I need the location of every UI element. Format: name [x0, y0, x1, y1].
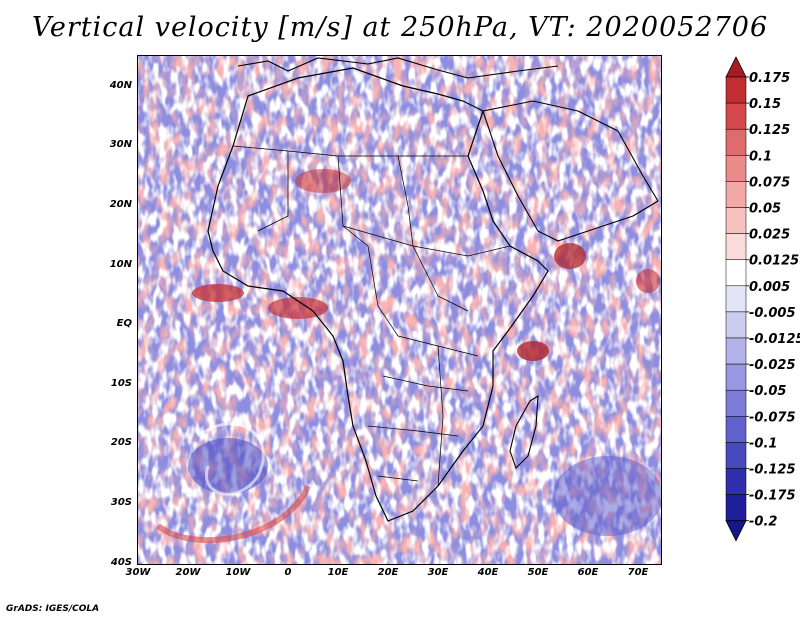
downdraft-swirl — [188, 438, 268, 494]
lat-label-20n: 20N — [109, 199, 132, 210]
colorbar-label: 0.05 — [749, 202, 781, 217]
lon-label-70e: 70E — [627, 567, 649, 578]
updraft-patch — [636, 269, 660, 293]
colorbar-label: 0.1 — [749, 149, 772, 164]
colorbar-swatch — [725, 181, 747, 208]
colorbar-label: 0.15 — [749, 97, 781, 112]
grads-credit: GrADS: IGES/COLA — [6, 604, 100, 614]
lon-label-30e: 30E — [427, 567, 449, 578]
colorbar-swatch — [725, 76, 747, 104]
colorbar-swatch — [725, 442, 747, 469]
lat-label-40n: 40N — [109, 80, 132, 91]
velocity-map — [137, 55, 662, 565]
updraft-patch — [268, 297, 328, 319]
colorbar-label: -0.125 — [749, 463, 796, 478]
colorbar-label: -0.025 — [749, 358, 796, 373]
colorbar-swatch — [725, 468, 747, 495]
colorbar-swatch — [725, 155, 747, 182]
lon-label-30w: 30W — [125, 567, 151, 578]
colorbar-swatch — [725, 102, 747, 130]
colorbar-swatch — [725, 389, 747, 417]
lon-label-10w: 10W — [225, 567, 251, 578]
updraft-band — [156, 484, 311, 544]
lat-label-20s: 20S — [110, 437, 132, 448]
colorbar-bottom-arrow — [725, 520, 747, 542]
lat-label-10n: 10N — [109, 259, 132, 270]
europe-coastline — [237, 57, 559, 79]
lon-label-20e: 20E — [377, 567, 399, 578]
colorbar-swatch — [725, 311, 747, 339]
colorbar-swatch — [725, 259, 747, 287]
colorbar-label: -0.0125 — [749, 332, 800, 347]
downdraft-swirl — [553, 456, 661, 536]
colorbar-label: 0.175 — [749, 71, 790, 86]
vortex-outline — [197, 422, 265, 496]
lat-label-30n: 30N — [109, 139, 132, 150]
madagascar-coastline — [509, 394, 539, 470]
lat-label-40s: 40S — [110, 557, 132, 568]
colorbar-label: -0.2 — [749, 515, 777, 530]
colorbar-label: 0.0125 — [749, 254, 799, 269]
lat-label-10s: 10S — [110, 378, 132, 389]
lon-label-50e: 50E — [527, 567, 549, 578]
colorbar-swatch — [725, 285, 747, 313]
lat-label-30s: 30S — [110, 497, 132, 508]
colorbar-label: 0.005 — [749, 280, 790, 295]
map-canvas — [138, 56, 661, 564]
colorbar-label: 0.075 — [749, 175, 790, 190]
colorbar-label: -0.005 — [749, 306, 796, 321]
colorbar-swatch — [725, 207, 747, 234]
colorbar-swatch — [725, 416, 747, 443]
country-borders — [232, 145, 511, 487]
map-title: Vertical velocity [m/s] at 250hPa, VT: 2… — [31, 12, 769, 43]
colorbar-label: -0.05 — [749, 384, 786, 399]
lat-label-eq: EQ — [116, 318, 132, 329]
colorbar: 0.175 0.15 0.125 0.1 0.075 0.05 0.025 0.0125 0.0… — [725, 56, 800, 542]
colorbar-swatch — [725, 494, 747, 521]
updraft-patch — [192, 284, 244, 302]
lon-label-60e: 60E — [577, 567, 599, 578]
colorbar-label: 0.125 — [749, 123, 790, 138]
updraft-patch — [295, 169, 351, 193]
updraft-patch — [517, 341, 549, 361]
colorbar-top-arrow — [725, 56, 747, 78]
lon-label-20w: 20W — [175, 567, 201, 578]
colorbar-label: -0.1 — [749, 436, 777, 451]
colorbar-swatch — [725, 337, 747, 365]
lon-label-10e: 10E — [327, 567, 349, 578]
updraft-patch — [554, 243, 586, 269]
colorbar-label: -0.175 — [749, 489, 796, 504]
colorbar-swatch — [725, 363, 747, 391]
colorbar-label: -0.075 — [749, 410, 796, 425]
lon-label-40e: 40E — [477, 567, 499, 578]
colorbar-label: 0.025 — [749, 228, 790, 243]
lon-label-0: 0 — [284, 567, 292, 578]
colorbar-swatch — [725, 128, 747, 156]
arabia-coastline — [482, 100, 659, 242]
colorbar-swatch — [725, 233, 747, 260]
